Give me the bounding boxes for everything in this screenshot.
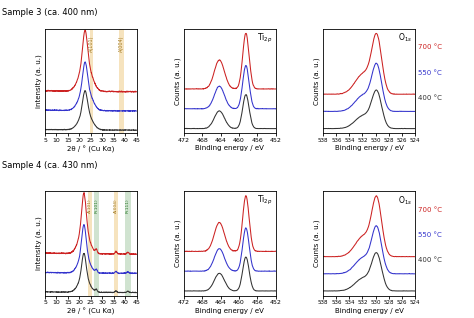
Text: O$_{1s}$: O$_{1s}$ xyxy=(398,194,412,207)
X-axis label: Binding energy / eV: Binding energy / eV xyxy=(335,145,403,151)
Text: R(101): R(101) xyxy=(94,198,99,213)
Text: 400 °C: 400 °C xyxy=(419,257,442,263)
Text: A(004): A(004) xyxy=(114,198,118,213)
Text: 550 °C: 550 °C xyxy=(419,232,442,238)
Y-axis label: Counts (a. u.): Counts (a. u.) xyxy=(175,219,182,267)
Text: 700 °C: 700 °C xyxy=(419,207,442,213)
Text: Sample 3 (ca. 400 nm): Sample 3 (ca. 400 nm) xyxy=(2,8,98,17)
Bar xyxy=(94,191,99,296)
Bar xyxy=(119,29,124,133)
X-axis label: 2θ / ° (Cu Kα): 2θ / ° (Cu Kα) xyxy=(67,145,115,153)
Text: A(101): A(101) xyxy=(88,198,92,213)
Text: 550 °C: 550 °C xyxy=(419,70,442,76)
Y-axis label: Counts (a. u.): Counts (a. u.) xyxy=(175,57,182,105)
Text: R(111): R(111) xyxy=(126,198,130,213)
Y-axis label: intensity (a. u.): intensity (a. u.) xyxy=(36,217,42,270)
Text: A(101): A(101) xyxy=(89,36,94,52)
Text: Ti$_{2p}$: Ti$_{2p}$ xyxy=(257,32,273,45)
Text: 700 °C: 700 °C xyxy=(419,45,442,51)
Y-axis label: Counts (a. u.): Counts (a. u.) xyxy=(314,219,320,267)
Bar xyxy=(90,29,93,133)
Bar xyxy=(89,191,92,296)
Bar xyxy=(114,191,118,296)
Text: A(004): A(004) xyxy=(119,36,124,52)
X-axis label: Binding energy / eV: Binding energy / eV xyxy=(195,308,264,314)
Text: Ti$_{2p}$: Ti$_{2p}$ xyxy=(257,194,273,207)
Text: O$_{1s}$: O$_{1s}$ xyxy=(398,32,412,44)
Bar xyxy=(125,191,131,296)
Text: Sample 4 (ca. 430 nm): Sample 4 (ca. 430 nm) xyxy=(2,161,98,169)
X-axis label: Binding energy / eV: Binding energy / eV xyxy=(335,308,403,314)
Text: 400 °C: 400 °C xyxy=(419,95,442,101)
X-axis label: Binding energy / eV: Binding energy / eV xyxy=(195,145,264,151)
Y-axis label: intensity (a. u.): intensity (a. u.) xyxy=(36,54,42,108)
X-axis label: 2θ / ° (Cu Kα): 2θ / ° (Cu Kα) xyxy=(67,308,115,315)
Y-axis label: Counts (a. u.): Counts (a. u.) xyxy=(314,57,320,105)
